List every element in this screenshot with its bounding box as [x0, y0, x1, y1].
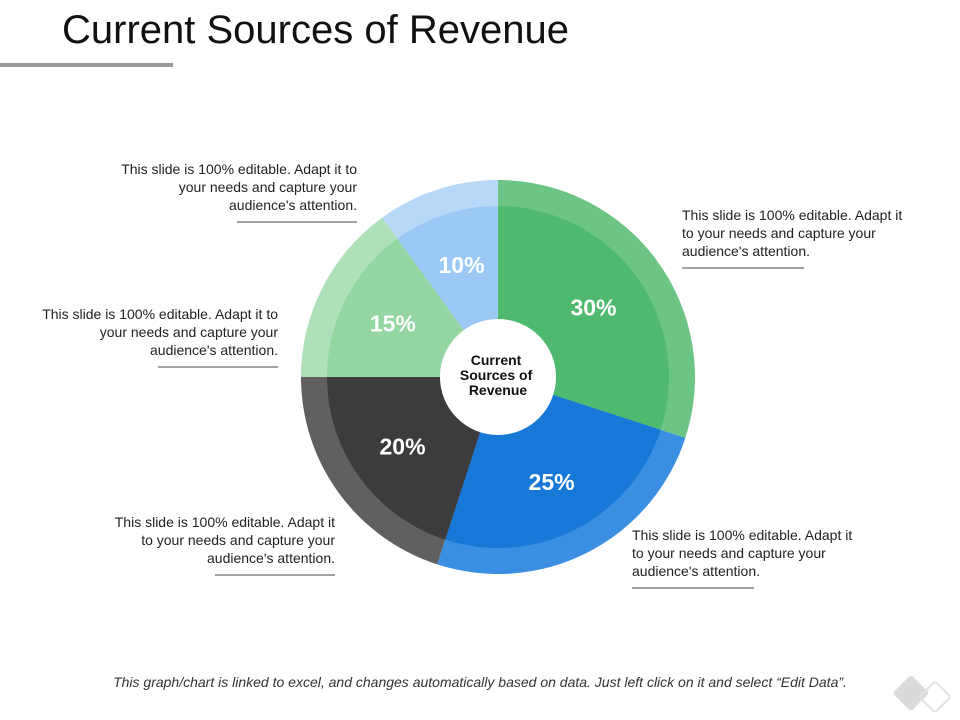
- pie-center-hole: [440, 319, 556, 435]
- callout-rule: [237, 221, 357, 223]
- pie-labels-layer: 30% 25% 20% 15% 10%: [370, 252, 617, 495]
- footer-note: This graph/chart is linked to excel, and…: [113, 674, 847, 690]
- pie-slice-label: 15%: [370, 310, 416, 336]
- center-label-line-2: Sources of: [460, 367, 533, 383]
- pie-slice-label: 10%: [439, 252, 485, 278]
- title-underline: [0, 63, 173, 67]
- slide-title: Current Sources of Revenue: [62, 8, 569, 52]
- pie-slice-label: 30%: [570, 295, 616, 321]
- callout-text: This slide is 100% editable. Adapt it to…: [682, 207, 903, 259]
- diamond-logo-icon: [893, 675, 951, 713]
- callout-mid-left: This slide is 100% editable. Adapt it to…: [42, 305, 278, 368]
- callout-text: This slide is 100% editable. Adapt it to…: [114, 514, 335, 566]
- pie-slice-label: 20%: [380, 433, 426, 459]
- callout-rule: [215, 574, 335, 576]
- callout-text: This slide is 100% editable. Adapt it to…: [121, 161, 357, 213]
- center-label-line-3: Revenue: [469, 382, 528, 398]
- callout-bottom-right: This slide is 100% editable. Adapt it to…: [632, 526, 862, 589]
- callout-text: This slide is 100% editable. Adapt it to…: [42, 306, 278, 358]
- svg-text:Current Sources of Rev: Current Sources of Revenue: [460, 352, 536, 398]
- center-label-line-1: Current: [471, 352, 522, 368]
- pie-slice-label: 25%: [529, 469, 575, 495]
- pie-slice-20: [327, 377, 498, 540]
- callout-rule: [682, 267, 804, 269]
- callout-bottom-left: This slide is 100% editable. Adapt it to…: [100, 513, 335, 576]
- callout-rule: [632, 587, 754, 589]
- callout-text: This slide is 100% editable. Adapt it to…: [632, 527, 853, 579]
- callout-rule: [158, 366, 278, 368]
- callout-top-left: This slide is 100% editable. Adapt it to…: [120, 160, 357, 223]
- callout-top-right: This slide is 100% editable. Adapt it to…: [682, 206, 912, 269]
